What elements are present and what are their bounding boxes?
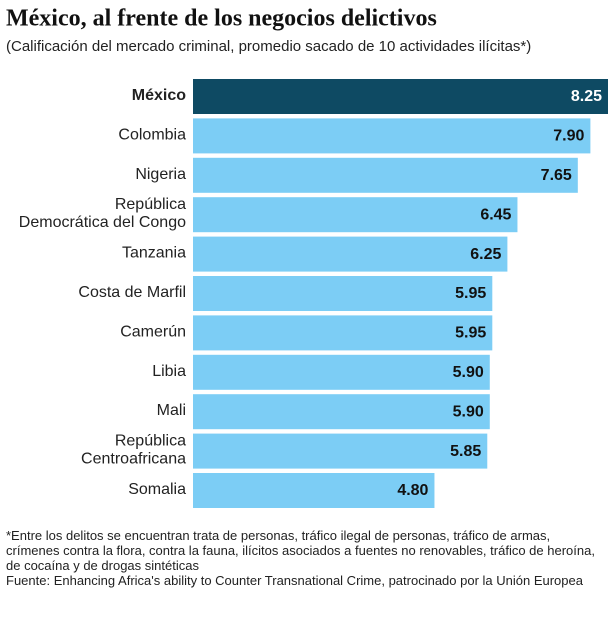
value-label: 6.25 [470, 246, 501, 263]
category-label: Libia [152, 363, 186, 380]
category-label: México [132, 87, 186, 104]
chart: México, al frente de los negocios delict… [6, 6, 608, 508]
category-label: República Centroafricana [81, 433, 186, 468]
category-label: Nigeria [135, 166, 186, 183]
source: Fuente: Enhancing Africa's ability to Co… [6, 573, 583, 588]
bar [193, 157, 578, 193]
category-label: República Democrática del Congo [19, 196, 186, 231]
bar [193, 197, 518, 233]
bar [193, 433, 488, 469]
category-label: Costa de Marfil [78, 284, 186, 301]
category-label: Somalia [128, 481, 186, 498]
value-label: 7.65 [541, 167, 572, 184]
value-label: 5.90 [453, 403, 484, 420]
value-label: 5.85 [450, 443, 481, 460]
category-label: Tanzania [122, 245, 186, 262]
footer: *Entre los delitos se encuentran trata d… [6, 528, 602, 588]
value-label: 8.25 [571, 88, 602, 105]
bar [193, 236, 508, 272]
note: *Entre los delitos se encuentran trata d… [6, 528, 595, 573]
chart-title: México, al frente de los negocios delict… [6, 6, 437, 32]
value-label: 4.80 [397, 482, 428, 499]
bar [193, 276, 493, 311]
bar [193, 118, 591, 154]
value-label: 5.95 [455, 285, 486, 302]
category-label: Colombia [118, 127, 186, 144]
category-label: Camerún [120, 324, 186, 341]
value-label: 6.45 [480, 206, 511, 223]
value-label: 5.95 [455, 325, 486, 342]
bar [193, 79, 608, 114]
bar [193, 473, 435, 508]
bar [193, 354, 490, 390]
value-label: 7.90 [553, 128, 584, 145]
bar [193, 315, 493, 351]
bar [193, 394, 490, 430]
category-label: Mali [157, 402, 186, 419]
value-label: 5.90 [453, 364, 484, 381]
chart-subtitle: (Calificación del mercado criminal, prom… [6, 38, 531, 55]
